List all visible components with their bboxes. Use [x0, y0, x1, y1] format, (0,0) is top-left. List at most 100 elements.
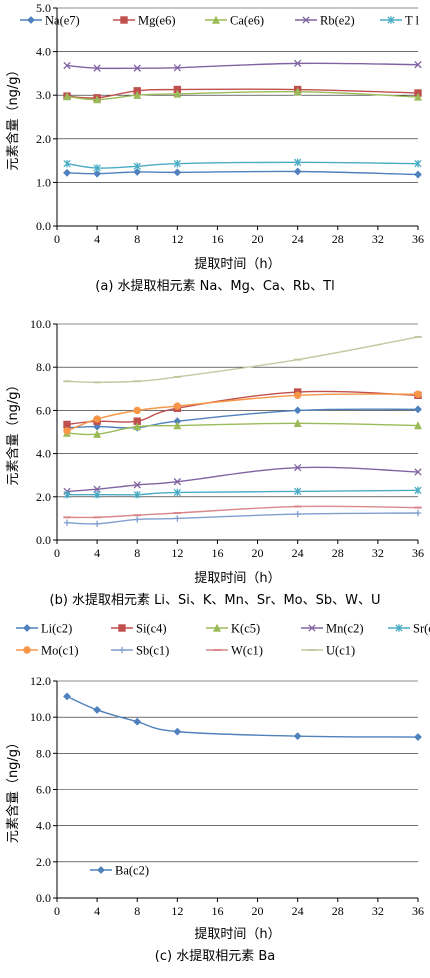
x-tick-label: 8	[134, 232, 140, 246]
legend-marker	[120, 16, 128, 24]
legend-label: T l	[405, 14, 420, 28]
y-tick-label: 10.0	[30, 710, 51, 724]
legend-marker	[118, 646, 126, 654]
x-tick-label: 24	[292, 232, 304, 246]
y-tick-label: 2.0	[36, 855, 51, 869]
data-point	[293, 391, 302, 399]
series-U(c1)	[63, 335, 422, 384]
legend-label: Rb(e2)	[320, 14, 355, 28]
x-tick-label: 36	[412, 232, 424, 246]
data-point	[93, 490, 101, 499]
x-tick-label: 20	[252, 232, 264, 246]
data-point	[173, 488, 181, 497]
data-point	[174, 515, 181, 522]
chart-panel-2: 0.0 2.0 4.0 6.0 8.0 10.0 0 4 8 12 16 20 24 28 32 36 元素含量…	[5, 317, 430, 658]
data-point	[63, 490, 71, 499]
data-point	[414, 390, 422, 398]
legend-label: Mg(e6)	[138, 14, 176, 28]
series-Rb(e2)	[63, 59, 422, 72]
series-line	[67, 408, 419, 429]
series-Sb(c1)	[63, 509, 422, 527]
data-point	[293, 87, 302, 96]
data-point	[93, 415, 101, 423]
legend-marker	[211, 15, 221, 24]
data-point	[93, 429, 102, 438]
series-T l	[63, 158, 422, 172]
data-point	[133, 717, 142, 726]
data-point	[133, 64, 141, 72]
data-point	[133, 406, 141, 415]
legend-label: Mn(c2)	[326, 622, 364, 636]
x-tick-label: 12	[171, 904, 183, 918]
legend-label: Ca(e6)	[230, 14, 264, 28]
x-tick-label: 8	[134, 546, 140, 560]
y-tick-label: 6.0	[36, 403, 51, 417]
data-point	[414, 468, 422, 476]
x-tick-label: 16	[211, 232, 223, 246]
data-point	[63, 420, 71, 429]
data-point	[133, 481, 141, 489]
data-point	[93, 64, 101, 72]
x-axis-title: 提取时间（h）	[194, 256, 280, 272]
data-point	[63, 168, 71, 177]
data-point	[173, 402, 182, 410]
data-point	[133, 168, 142, 176]
legend-marker	[97, 866, 105, 874]
data-point	[63, 692, 71, 701]
x-tick-label: 12	[171, 232, 183, 246]
data-point	[133, 422, 142, 431]
x-tick-label: 32	[372, 232, 384, 246]
data-point	[173, 727, 182, 736]
data-point	[133, 490, 141, 499]
data-point	[294, 158, 302, 167]
series-line	[67, 489, 419, 496]
data-point	[294, 510, 301, 518]
legend-marker	[302, 16, 310, 24]
data-point	[93, 706, 102, 714]
series-line	[67, 512, 419, 525]
legend-label: U(c1)	[326, 644, 355, 658]
data-point	[414, 486, 422, 495]
series-K(c5)	[63, 419, 423, 438]
legend-marker	[212, 623, 222, 632]
x-tick-label: 8	[134, 904, 140, 918]
series-line	[67, 336, 419, 384]
data-point	[133, 162, 141, 170]
series-line	[66, 466, 419, 493]
x-tick-label: 0	[54, 904, 60, 918]
x-tick-label: 16	[211, 904, 223, 918]
legend-marker	[23, 646, 31, 654]
legend-label: Sr(c4)	[413, 622, 430, 636]
legend-label: Si(c4)	[136, 622, 167, 636]
data-point	[173, 64, 181, 72]
y-tick-label: 12.0	[30, 674, 51, 688]
series-Ca(e6)	[63, 87, 423, 104]
y-tick-label: 5.0	[36, 1, 51, 15]
data-point	[414, 509, 422, 517]
series-line	[66, 393, 419, 432]
x-tick-label: 4	[94, 546, 100, 560]
panel-caption: (b) 水提取相元素 Li、Si、K、Mn、Sr、Mo、Sb、W、U	[50, 592, 381, 608]
series-line	[66, 90, 419, 101]
data-point	[413, 92, 423, 101]
data-point	[294, 59, 302, 68]
series-Sr(c4)	[63, 486, 422, 499]
y-tick-label: 2.0	[36, 132, 51, 146]
x-tick-label: 20	[252, 904, 264, 918]
series-line	[67, 170, 419, 176]
data-point	[173, 89, 182, 98]
series-line	[66, 390, 419, 426]
data-point	[93, 164, 101, 172]
y-axis-title: 元素含量（ng/g）	[5, 63, 21, 170]
data-point	[293, 732, 302, 741]
y-tick-label: 3.0	[36, 88, 51, 102]
x-tick-label: 24	[292, 904, 304, 918]
panel-caption: (c) 水提取相元素 Ba	[155, 948, 275, 964]
y-tick-label: 2.0	[36, 490, 51, 504]
y-tick-label: 8.0	[36, 360, 51, 374]
data-point	[134, 516, 141, 523]
data-point	[414, 159, 422, 168]
data-point	[294, 487, 302, 496]
y-tick-label: 6.0	[36, 783, 51, 797]
